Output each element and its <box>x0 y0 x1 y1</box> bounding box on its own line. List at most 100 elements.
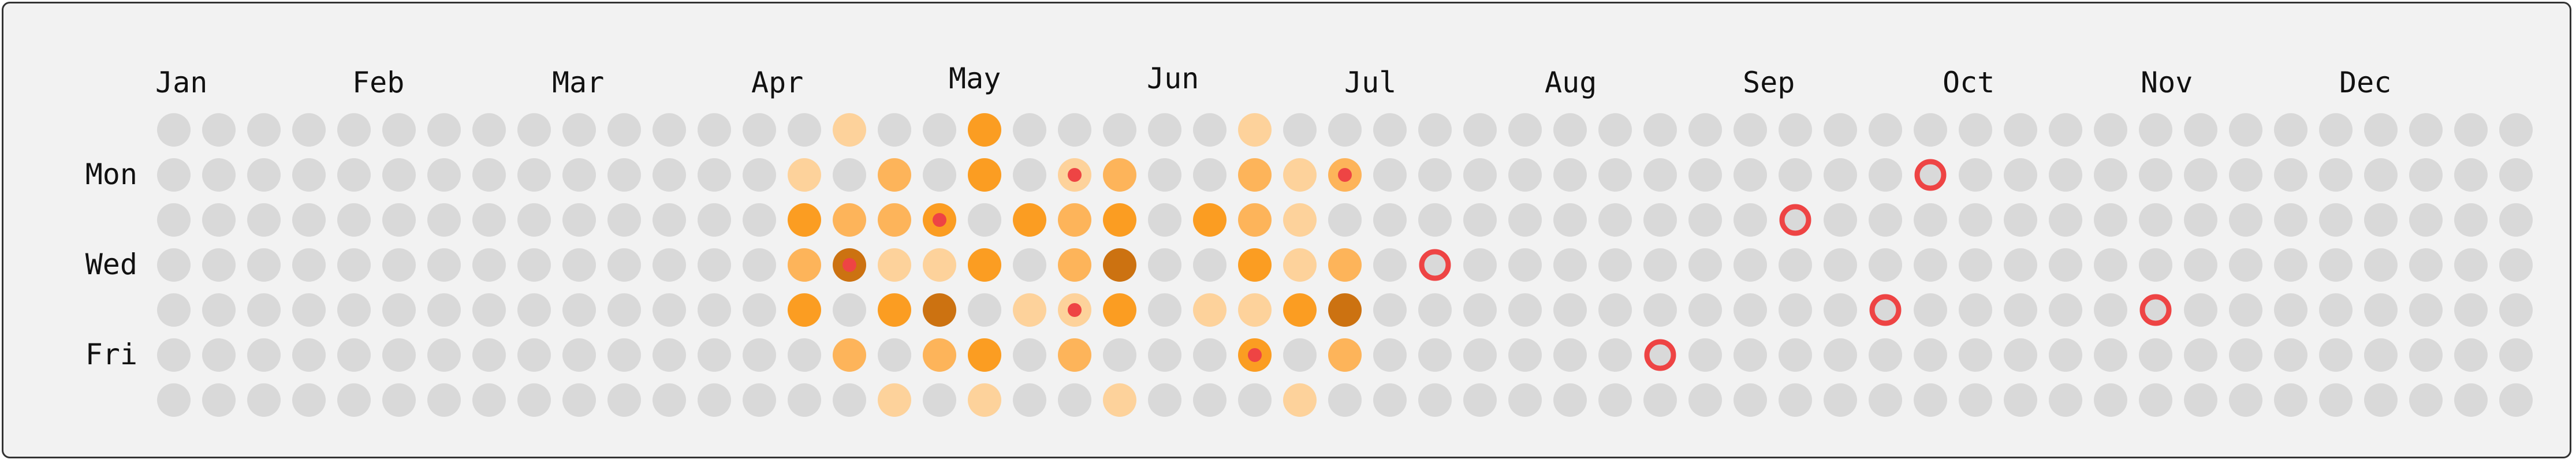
heatmap-cell <box>653 203 686 237</box>
heatmap-cell <box>2274 248 2307 282</box>
heatmap-cell <box>1824 338 1857 372</box>
heatmap-cell <box>1643 248 1677 282</box>
heatmap-cell <box>1598 293 1632 327</box>
heatmap-cell <box>1508 383 1542 417</box>
month-label-apr: Apr <box>751 66 803 99</box>
heatmap-cell <box>878 203 911 237</box>
heatmap-cell <box>292 293 326 327</box>
heatmap-cell <box>2409 113 2443 147</box>
heatmap-cell <box>562 158 596 192</box>
heatmap-cell <box>2094 383 2127 417</box>
heatmap-cell <box>1824 383 1857 417</box>
heatmap-cell <box>1508 113 1542 147</box>
heatmap-cell <box>923 383 956 417</box>
heatmap-marker-dot <box>1248 348 1262 362</box>
month-label-dec: Dec <box>2339 66 2391 99</box>
heatmap-cell <box>247 158 281 192</box>
heatmap-cell <box>698 293 731 327</box>
heatmap-cell <box>878 158 911 192</box>
heatmap-cell <box>247 248 281 282</box>
heatmap-cell <box>1373 338 1407 372</box>
heatmap-cell <box>923 248 956 282</box>
heatmap-cell <box>292 158 326 192</box>
heatmap-cell <box>202 203 236 237</box>
heatmap-cell <box>1734 158 1767 192</box>
heatmap-cell <box>1463 338 1497 372</box>
heatmap-cell <box>1148 293 1181 327</box>
heatmap-cell <box>517 293 551 327</box>
heatmap-cell <box>833 383 866 417</box>
heatmap-cell <box>1103 158 1136 192</box>
heatmap-cell <box>2229 383 2262 417</box>
heatmap-cell <box>923 338 956 372</box>
heatmap-cell <box>1463 113 1497 147</box>
heatmap-cell <box>1103 203 1136 237</box>
heatmap-cell <box>2004 203 2037 237</box>
heatmap-cell <box>157 338 191 372</box>
heatmap-cell <box>1193 293 1227 327</box>
heatmap-cell <box>1013 158 1046 192</box>
heatmap-cell <box>292 248 326 282</box>
heatmap-cell <box>1688 383 1722 417</box>
heatmap-cell <box>247 113 281 147</box>
heatmap-cell <box>2004 293 2037 327</box>
heatmap-cell <box>2364 293 2398 327</box>
heatmap-cell <box>2139 158 2172 192</box>
heatmap-cell <box>2094 113 2127 147</box>
heatmap-cell <box>157 293 191 327</box>
heatmap-cell <box>472 338 506 372</box>
heatmap-cell <box>2454 203 2488 237</box>
heatmap-cell <box>1103 248 1136 282</box>
heatmap-cell <box>743 158 776 192</box>
heatmap-cell <box>472 113 506 147</box>
heatmap-cell <box>1553 203 1587 237</box>
heatmap-cell <box>2454 293 2488 327</box>
heatmap-marker-dot <box>1068 168 1082 182</box>
heatmap-cell <box>562 293 596 327</box>
heatmap-cell <box>1238 113 1272 147</box>
heatmap-cell <box>472 293 506 327</box>
heatmap-marker-dot <box>1068 303 1082 317</box>
heatmap-cell <box>1418 158 1452 192</box>
month-label-feb: Feb <box>352 66 404 99</box>
heatmap-cell <box>968 203 1001 237</box>
heatmap-cell <box>2499 338 2533 372</box>
heatmap-cell <box>743 383 776 417</box>
heatmap-cell <box>1553 113 1587 147</box>
heatmap-cell <box>517 248 551 282</box>
heatmap-cell <box>517 338 551 372</box>
heatmap-cell <box>1643 293 1677 327</box>
heatmap-cell <box>517 158 551 192</box>
heatmap-cell <box>337 383 371 417</box>
heatmap-cell <box>1013 383 1046 417</box>
heatmap-cell <box>607 113 641 147</box>
heatmap-cell <box>292 203 326 237</box>
heatmap-cell <box>833 293 866 327</box>
heatmap-cell <box>1598 248 1632 282</box>
heatmap-cell <box>1688 203 1722 237</box>
heatmap-marker-dot <box>842 258 856 272</box>
heatmap-cell <box>878 248 911 282</box>
heatmap-cell <box>2499 158 2533 192</box>
heatmap-cell <box>1058 248 1091 282</box>
heatmap-cell <box>2139 248 2172 282</box>
heatmap-cell <box>1103 293 1136 327</box>
heatmap-cell <box>202 248 236 282</box>
month-label-oct: Oct <box>1943 66 1995 99</box>
heatmap-cell <box>1193 158 1227 192</box>
heatmap-cell <box>427 293 461 327</box>
heatmap-cell <box>607 248 641 282</box>
heatmap-cell-marked <box>2139 294 2172 326</box>
heatmap-cell <box>202 113 236 147</box>
heatmap-cell <box>1013 338 1046 372</box>
heatmap-cell <box>2454 248 2488 282</box>
heatmap-cell <box>1688 113 1722 147</box>
month-labels: Jan Feb Mar Apr May Jun Jul Aug Sep Oct Nov Dec <box>155 62 2391 99</box>
heatmap-cell <box>878 113 911 147</box>
heatmap-cell <box>2184 383 2217 417</box>
heatmap-cell <box>1959 248 1992 282</box>
heatmap-cell <box>2274 383 2307 417</box>
heatmap-cell <box>2454 113 2488 147</box>
heatmap-cell <box>2049 383 2082 417</box>
heatmap-cell <box>698 203 731 237</box>
